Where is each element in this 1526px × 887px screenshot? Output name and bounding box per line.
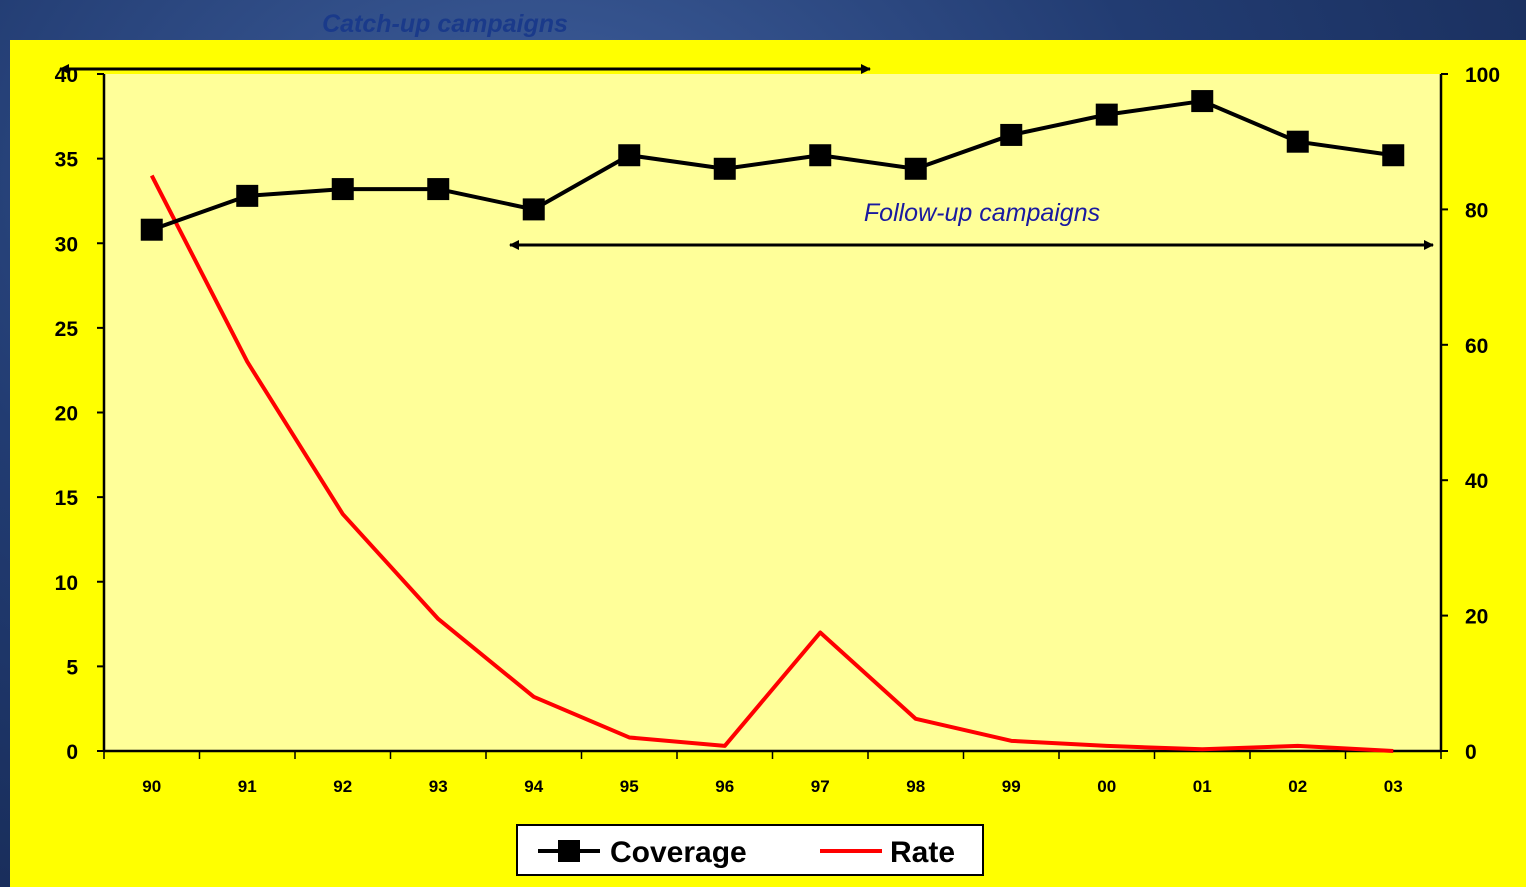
y-left-tick-label: 0 — [66, 741, 78, 764]
y-right-tick-label: 40 — [1465, 470, 1488, 493]
y-left-tick-label: 15 — [55, 487, 79, 510]
y-left-tick-label: 30 — [55, 233, 78, 256]
coverage-point — [427, 178, 450, 201]
y-right-tick-label: 100 — [1465, 64, 1500, 87]
y-right-tick-label: 60 — [1465, 335, 1488, 358]
coverage-point — [904, 157, 927, 180]
y-left-tick-label: 5 — [66, 656, 78, 679]
follow-up-label: Follow-up campaigns — [864, 199, 1100, 227]
x-tick-label: 93 — [429, 777, 448, 796]
x-tick-label: 97 — [811, 777, 830, 796]
x-tick-label: 94 — [524, 777, 543, 796]
x-tick-label: 90 — [142, 777, 161, 796]
y-left-tick-label: 10 — [55, 572, 78, 595]
x-tick-label: 00 — [1097, 777, 1116, 796]
x-tick-label: 95 — [620, 777, 639, 796]
catch-up-label: Catch-up campaigns — [322, 10, 568, 38]
coverage-point — [236, 184, 259, 207]
coverage-point — [713, 157, 736, 180]
coverage-point — [1000, 123, 1023, 146]
coverage-point — [809, 144, 832, 167]
y-left-tick-label: 20 — [55, 403, 78, 426]
coverage-point — [522, 198, 545, 221]
y-left-tick-label: 25 — [55, 318, 79, 341]
x-tick-label: 98 — [906, 777, 925, 796]
coverage-point — [1095, 103, 1118, 126]
coverage-point — [140, 218, 163, 241]
x-tick-label: 92 — [333, 777, 352, 796]
x-tick-label: 96 — [715, 777, 734, 796]
coverage-point — [1286, 130, 1309, 153]
x-tick-label: 02 — [1288, 777, 1307, 796]
coverage-point — [1191, 90, 1214, 113]
series-rate-line — [149, 174, 1394, 753]
series-coverage-line — [151, 99, 1394, 232]
coverage-point — [618, 144, 641, 167]
x-tick-label: 03 — [1384, 777, 1403, 796]
y-right-tick-label: 0 — [1465, 741, 1477, 764]
coverage-point — [331, 178, 354, 201]
legend-coverage-label: Coverage — [610, 836, 747, 869]
coverage-point — [1382, 144, 1405, 167]
y-left-tick-label: 40 — [55, 64, 78, 87]
x-tick-label: 99 — [1002, 777, 1021, 796]
plot-area — [104, 74, 1441, 751]
legend-rate-label: Rate — [890, 836, 955, 869]
y-left-tick-label: 35 — [55, 149, 79, 172]
x-tick-label: 01 — [1193, 777, 1212, 796]
legend-coverage-marker — [558, 840, 580, 862]
x-tick-label: 91 — [238, 777, 257, 796]
y-right-tick-label: 20 — [1465, 606, 1488, 629]
y-right-tick-label: 80 — [1465, 199, 1488, 222]
